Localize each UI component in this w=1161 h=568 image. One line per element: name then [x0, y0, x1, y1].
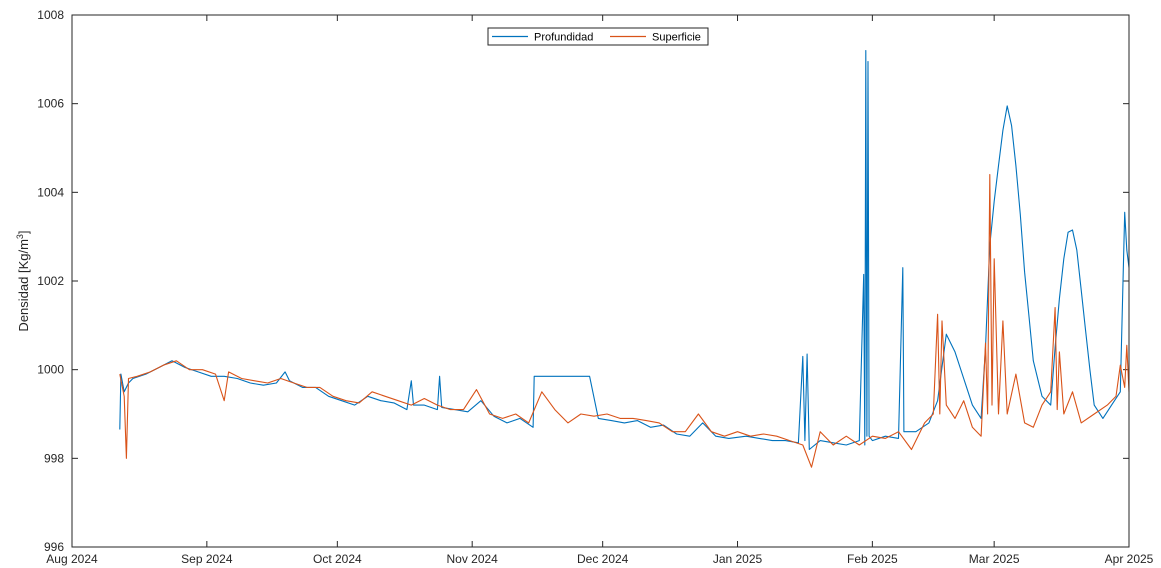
y-axis-label-end: ] — [16, 230, 31, 234]
y-axis-label-superscript: 3 — [15, 234, 25, 239]
legend-box — [487, 27, 709, 46]
legend: Profundidad Superficie — [487, 27, 709, 46]
legend-label-profundidad: Profundidad — [534, 32, 593, 44]
axes-box — [71, 14, 1130, 548]
x-tick-label: Feb 2025 — [847, 552, 898, 566]
x-tick-label: Aug 2024 — [46, 552, 98, 566]
y-axis-label: Densidad [Kg/m3] — [15, 230, 31, 331]
x-tick-label: Dec 2024 — [577, 552, 629, 566]
y-axis-label-main: Densidad [Kg/m — [16, 239, 31, 332]
plot-area — [72, 15, 1129, 547]
x-tick-label: Oct 2024 — [313, 552, 362, 566]
legend-label-superficie: Superficie — [652, 32, 701, 44]
y-tick-label: 998 — [44, 451, 64, 465]
y-tick-label: 1002 — [37, 274, 64, 288]
y-tick-label: 1000 — [37, 363, 64, 377]
x-axis-tick-labels: Aug 2024 Sep 2024 Oct 2024 Nov 2024 Dec 2024… — [46, 552, 1153, 566]
x-tick-label: Sep 2024 — [181, 552, 233, 566]
y-axis-tick-labels: 996 998 1000 1002 1004 1006 1008 — [37, 8, 64, 554]
series-layer — [119, 49, 1130, 468]
y-tick-label: 1004 — [37, 185, 64, 199]
x-tick-label: Jan 2025 — [713, 552, 763, 566]
y-tick-label: 1008 — [37, 8, 64, 22]
series-line-superficie — [119, 174, 1130, 468]
x-tick-label: Apr 2025 — [1105, 552, 1154, 566]
y-tick-label: 996 — [44, 540, 64, 554]
y-tick-label: 1006 — [37, 97, 64, 111]
x-tick-label: Mar 2025 — [969, 552, 1020, 566]
x-tick-label: Nov 2024 — [446, 552, 498, 566]
